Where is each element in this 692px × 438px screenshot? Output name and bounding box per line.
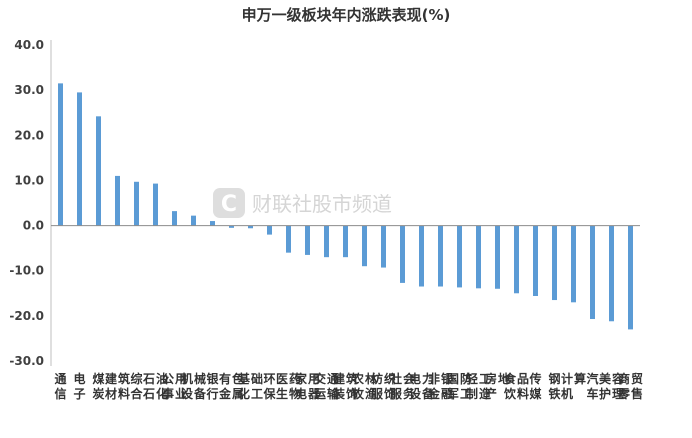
x-tick-label: 计算机 bbox=[561, 371, 586, 401]
x-tick-label: 机械设备 bbox=[181, 371, 207, 401]
x-tick-label: 社会服务 bbox=[389, 371, 416, 401]
bar bbox=[514, 225, 519, 294]
bar bbox=[419, 225, 424, 287]
bar bbox=[628, 225, 633, 330]
x-tick-label: 汽车 bbox=[586, 371, 598, 401]
bar bbox=[457, 225, 462, 288]
bar bbox=[533, 225, 538, 296]
x-tick-label: 医药生物 bbox=[276, 371, 301, 401]
bar bbox=[115, 175, 120, 226]
x-tick-label: 商贸零售 bbox=[617, 371, 643, 401]
bar bbox=[210, 221, 215, 226]
y-tick-label: -20.0 bbox=[9, 309, 44, 323]
bar bbox=[590, 225, 595, 320]
bar bbox=[609, 225, 614, 322]
x-tick-label: 纺织服饰 bbox=[371, 371, 396, 401]
x-tick-label: 传媒 bbox=[528, 371, 542, 401]
x-tick-label: 农林牧渔 bbox=[351, 371, 377, 401]
x-tick-label: 食品饮料 bbox=[503, 371, 529, 401]
chart-title: 申万一级板块年内涨跌表现(%) bbox=[241, 6, 451, 24]
bar bbox=[381, 225, 386, 268]
x-axis: 通信电子煤炭建筑材料综合石油石化公用事业机械设备银行有色金属基础化工环保医药生物… bbox=[54, 371, 643, 401]
bar bbox=[400, 225, 405, 283]
x-tick-label: 有色金属 bbox=[218, 371, 244, 401]
y-tick-label: -30.0 bbox=[9, 354, 44, 368]
bar bbox=[248, 225, 253, 229]
x-tick-label: 非银金融 bbox=[427, 371, 454, 401]
bar bbox=[286, 225, 291, 253]
bar bbox=[77, 92, 82, 226]
x-tick-label: 环保 bbox=[262, 372, 276, 401]
x-tick-label: 家用电器 bbox=[295, 371, 321, 401]
bar bbox=[58, 83, 63, 226]
x-tick-label: 交通运输 bbox=[314, 371, 340, 401]
x-tick-label: 建筑材料 bbox=[104, 371, 130, 401]
bar bbox=[476, 225, 481, 289]
x-tick-label: 轻工制造 bbox=[466, 371, 492, 401]
bar bbox=[305, 225, 310, 255]
bar bbox=[134, 181, 139, 226]
bar bbox=[153, 183, 158, 226]
y-tick-label: -10.0 bbox=[9, 264, 44, 278]
x-tick-label: 基础化工 bbox=[237, 371, 263, 401]
x-tick-label: 国防军工 bbox=[447, 371, 472, 401]
bar bbox=[267, 225, 272, 235]
watermark-logo-icon bbox=[213, 188, 245, 218]
bars bbox=[58, 83, 633, 330]
x-tick-label: 综合 bbox=[130, 371, 143, 401]
y-tick-label: 0.0 bbox=[23, 219, 44, 233]
bar bbox=[571, 225, 576, 303]
bar bbox=[229, 225, 234, 228]
bar bbox=[552, 225, 557, 301]
bar bbox=[96, 116, 101, 226]
y-tick-label: 20.0 bbox=[14, 128, 44, 142]
bar bbox=[495, 225, 500, 289]
x-tick-label: 钢铁 bbox=[548, 371, 560, 401]
x-tick-label: 建筑装饰 bbox=[332, 371, 358, 401]
bar bbox=[324, 225, 329, 258]
bar bbox=[343, 225, 348, 258]
x-tick-label: 电子 bbox=[73, 371, 85, 401]
watermark-logo-glyph: C bbox=[221, 192, 237, 217]
x-tick-label: 通信 bbox=[54, 371, 66, 401]
x-tick-label: 石油石化 bbox=[142, 371, 168, 401]
y-axis: 40.0 30.0 20.0 10.0 0.0 -10.0 -20.0 -30.0 bbox=[9, 38, 44, 368]
x-tick-label: 煤炭 bbox=[92, 371, 104, 401]
watermark: C 财联社股市频道 bbox=[213, 188, 392, 218]
bar bbox=[362, 225, 367, 267]
bar bbox=[172, 211, 177, 226]
x-tick-label: 电力设备 bbox=[409, 371, 435, 401]
y-tick-label: 40.0 bbox=[14, 38, 44, 52]
x-tick-label: 银行 bbox=[205, 371, 219, 401]
x-tick-label: 美容护理 bbox=[599, 371, 624, 401]
watermark-text: 财联社股市频道 bbox=[252, 192, 392, 216]
bar bbox=[191, 215, 196, 226]
bar bbox=[438, 225, 443, 287]
y-tick-label: 30.0 bbox=[14, 83, 44, 97]
y-tick-label: 10.0 bbox=[14, 173, 44, 187]
x-tick-label: 公用事业 bbox=[162, 372, 187, 401]
x-tick-label: 房地产 bbox=[485, 371, 510, 401]
